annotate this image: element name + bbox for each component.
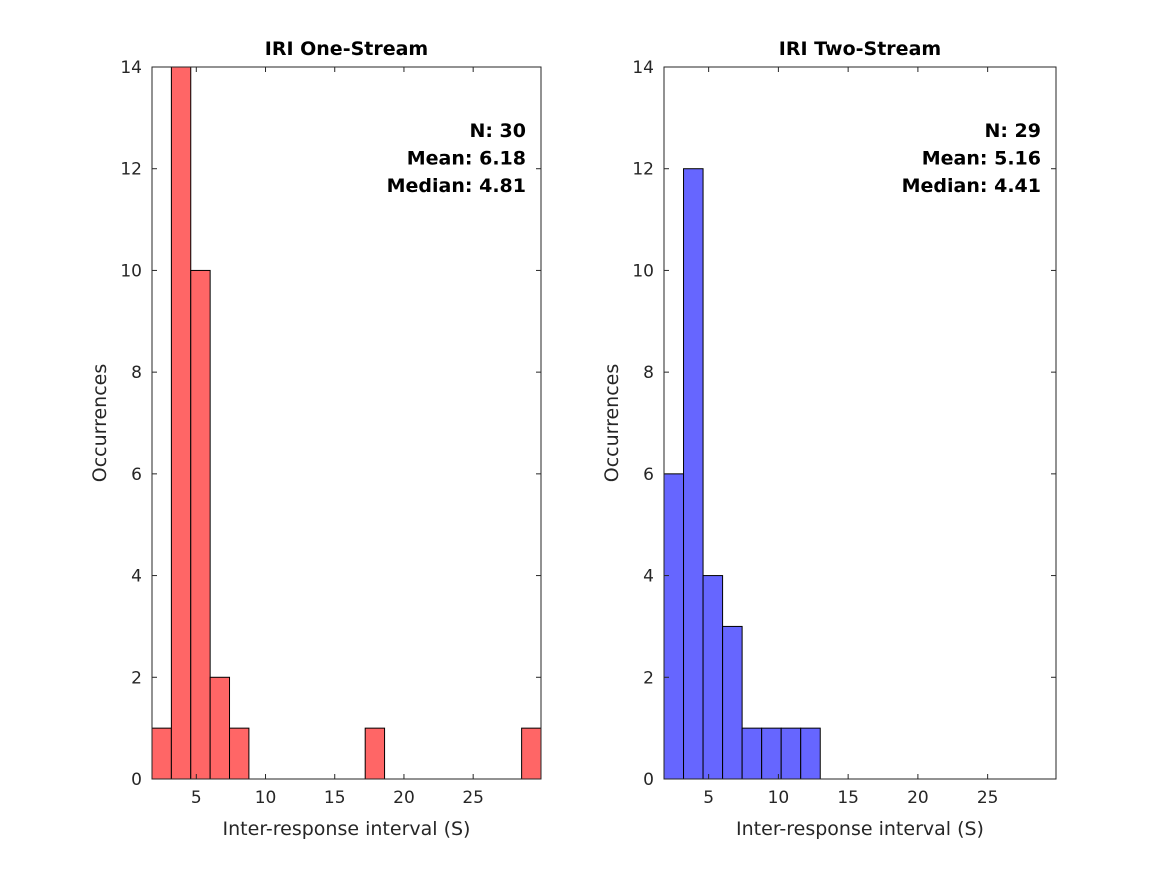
chart-title: IRI Two-Stream xyxy=(779,38,941,60)
x-tick-label: 5 xyxy=(191,788,202,808)
y-tick-label: 10 xyxy=(120,261,142,281)
histogram-bar xyxy=(702,575,724,780)
chart-panel-1: 0 2 4 6 8 10 12 14 5 10 15 20 25 IRI One-Stream Inter-… xyxy=(89,38,542,840)
y-tick-label: 12 xyxy=(632,160,654,180)
x-axis-label: Inter-response interval (S) xyxy=(736,818,984,840)
y-tick-label: 14 xyxy=(120,58,142,78)
x-axis-label: Inter-response interval (S) xyxy=(223,818,471,840)
y-tick-label: 0 xyxy=(131,770,142,790)
histogram-bar xyxy=(780,727,802,780)
x-tick-label: 20 xyxy=(393,788,415,808)
y-tick-label: 4 xyxy=(643,567,654,587)
x-tick-label: 20 xyxy=(907,788,929,808)
histogram-bar xyxy=(229,727,250,780)
chart-title: IRI One-Stream xyxy=(265,38,428,60)
x-tick-label: 15 xyxy=(837,788,859,808)
axes-box xyxy=(663,66,1057,780)
x-tick-label: 10 xyxy=(768,788,790,808)
y-tick-label: 14 xyxy=(632,58,654,78)
y-axis-label: Occurrences xyxy=(601,364,623,483)
x-tick-label: 5 xyxy=(703,788,714,808)
stats-annotation: Median: 4.41 xyxy=(902,175,1041,197)
y-tick-label: 6 xyxy=(131,465,142,485)
y-axis-label: Occurrences xyxy=(89,364,111,483)
histogram-bar xyxy=(800,727,821,780)
y-tick-label: 8 xyxy=(131,363,142,383)
stats-annotation: Mean: 5.16 xyxy=(922,148,1041,170)
histogram-bar xyxy=(170,66,192,780)
histogram-bar xyxy=(663,473,685,780)
histogram-bar xyxy=(722,625,743,780)
histogram-bar xyxy=(151,727,172,780)
stats-annotation: N: 30 xyxy=(469,120,526,142)
y-tick-label: 4 xyxy=(131,567,142,587)
y-tick-label: 10 xyxy=(632,261,654,281)
stats-annotation: Median: 4.81 xyxy=(387,175,526,197)
histogram-bar xyxy=(190,269,211,780)
histogram-bar xyxy=(741,727,763,780)
chart-panel-2: 0 2 4 6 8 10 12 14 5 10 15 20 25 IRI Two-Stream Inter-… xyxy=(601,38,1057,840)
x-tick-label: 10 xyxy=(255,788,277,808)
y-tick-label: 12 xyxy=(120,160,142,180)
stats-annotation: N: 29 xyxy=(984,120,1041,142)
y-tick-label: 2 xyxy=(131,668,142,688)
histogram-bar xyxy=(364,727,386,780)
axes-box xyxy=(151,66,542,780)
histogram-bar xyxy=(683,168,704,780)
histogram-bar xyxy=(209,676,231,780)
histogram-bar xyxy=(521,727,542,780)
y-tick-label: 6 xyxy=(643,465,654,485)
x-tick-label: 25 xyxy=(462,788,484,808)
x-tick-label: 15 xyxy=(324,788,346,808)
y-tick-label: 0 xyxy=(643,770,654,790)
stats-annotation: Mean: 6.18 xyxy=(407,148,526,170)
x-tick-label: 25 xyxy=(977,788,999,808)
y-tick-label: 8 xyxy=(643,363,654,383)
y-tick-label: 2 xyxy=(643,668,654,688)
histogram-bar xyxy=(761,727,782,780)
